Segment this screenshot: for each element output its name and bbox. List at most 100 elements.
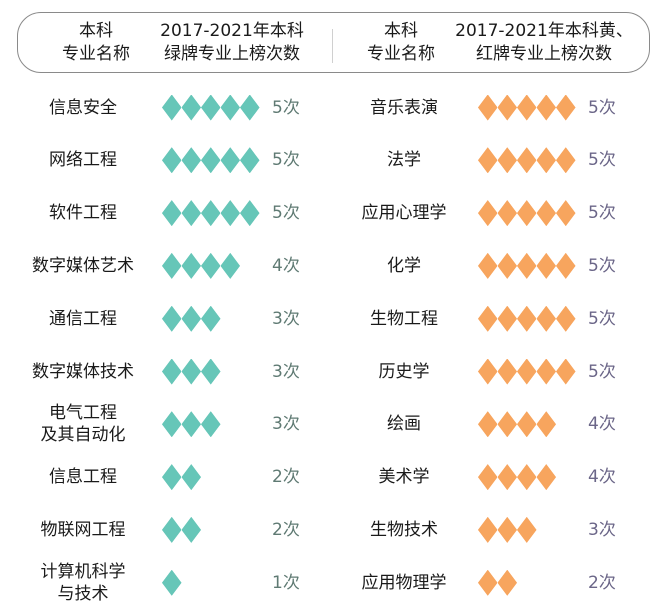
count-label: 3次: [272, 361, 300, 382]
diamond-icon: [517, 94, 537, 121]
count-label: 5次: [272, 150, 300, 171]
count-label: 3次: [272, 308, 300, 329]
header-left-green-count: 2017-2021年本科 绿牌专业上榜次数: [152, 20, 312, 66]
diamond-icon: [497, 147, 517, 174]
diamond-icon: [162, 411, 182, 438]
diamond-rating: [478, 200, 576, 227]
table-row: 应用物理学 2次: [330, 556, 660, 609]
major-name-line: 网络工程: [49, 150, 117, 171]
table-header: 本科 专业名称 2017-2021年本科 绿牌专业上榜次数 本科 专业名称 20…: [17, 12, 650, 73]
count-label: 2次: [272, 519, 300, 540]
diamond-icon: [497, 411, 517, 438]
major-name-line: 电气工程: [49, 403, 117, 424]
diamond-icon: [220, 94, 240, 121]
major-name: 软件工程: [18, 202, 148, 224]
major-name-line: 化学: [387, 255, 421, 276]
major-name: 法学: [344, 149, 464, 171]
diamond-icon: [162, 516, 182, 543]
table-row: 音乐表演 5次: [330, 81, 660, 134]
count-label: 4次: [588, 467, 616, 488]
major-name-line: 应用心理学: [361, 203, 447, 224]
diamond-icon: [181, 305, 201, 332]
diamond-rating: [162, 305, 221, 332]
diamond-icon: [536, 252, 556, 279]
major-name-line: 应用物理学: [361, 572, 447, 593]
header-text: 本科: [384, 21, 418, 41]
diamond-icon: [497, 200, 517, 227]
diamond-icon: [517, 464, 537, 491]
header-text: 专业名称: [367, 44, 435, 64]
diamond-icon: [478, 252, 498, 279]
major-name-line: 信息工程: [49, 467, 117, 488]
diamond-icon: [517, 147, 537, 174]
table-row: 生物技术 3次: [330, 503, 660, 556]
count-label: 2次: [588, 572, 616, 593]
diamond-rating: [162, 358, 221, 385]
diamond-icon: [240, 147, 260, 174]
diamond-icon: [162, 569, 182, 596]
count-label: 5次: [588, 308, 616, 329]
major-name-line: 生物技术: [370, 519, 438, 540]
diamond-icon: [497, 569, 517, 596]
diamond-rating: [478, 94, 576, 121]
diamond-icon: [162, 358, 182, 385]
table-row: 信息安全 5次: [0, 81, 330, 134]
diamond-icon: [497, 305, 517, 332]
diamond-icon: [517, 252, 537, 279]
diamond-icon: [181, 516, 201, 543]
diamond-icon: [478, 411, 498, 438]
table-row: 数字媒体艺术 4次: [0, 239, 330, 292]
diamond-icon: [162, 464, 182, 491]
diamond-icon: [478, 569, 498, 596]
count-label: 5次: [588, 255, 616, 276]
count-label: 5次: [588, 203, 616, 224]
diamond-icon: [536, 464, 556, 491]
table-row: 计算机科学 与技术 1次: [0, 556, 330, 609]
major-name: 通信工程: [18, 308, 148, 330]
diamond-icon: [497, 464, 517, 491]
header-text: 绿牌专业上榜次数: [164, 44, 300, 64]
diamond-icon: [181, 94, 201, 121]
major-name-line: 绘画: [387, 414, 421, 435]
major-name: 信息工程: [18, 466, 148, 488]
diamond-rating: [478, 358, 576, 385]
diamond-icon: [240, 200, 260, 227]
diamond-icon: [478, 464, 498, 491]
table-row: 物联网工程 2次: [0, 503, 330, 556]
diamond-icon: [162, 305, 182, 332]
diamond-icon: [497, 252, 517, 279]
diamond-icon: [497, 358, 517, 385]
major-name-line: 音乐表演: [370, 97, 438, 118]
diamond-icon: [181, 252, 201, 279]
major-name: 美术学: [344, 466, 464, 488]
major-name-line: 计算机科学: [40, 561, 126, 582]
diamond-rating: [162, 516, 201, 543]
diamond-rating: [162, 147, 260, 174]
major-name-line: 与技术: [57, 583, 109, 604]
diamond-rating: [162, 252, 240, 279]
diamond-icon: [220, 200, 240, 227]
diamond-rating: [162, 200, 260, 227]
major-name: 信息安全: [18, 97, 148, 119]
diamond-icon: [556, 94, 576, 121]
diamond-icon: [556, 305, 576, 332]
major-name: 应用物理学: [344, 572, 464, 594]
table-row: 网络工程 5次: [0, 134, 330, 187]
major-name: 计算机科学 与技术: [18, 561, 148, 605]
diamond-rating: [478, 516, 537, 543]
major-name-line: 生物工程: [370, 308, 438, 329]
diamond-rating: [478, 252, 576, 279]
count-label: 4次: [272, 255, 300, 276]
diamond-icon: [201, 147, 221, 174]
diamond-icon: [478, 147, 498, 174]
major-name-line: 软件工程: [49, 203, 117, 224]
diamond-icon: [162, 252, 182, 279]
diamond-rating: [478, 569, 517, 596]
diamond-icon: [181, 411, 201, 438]
header-text: 专业名称: [62, 44, 130, 64]
major-name-line: 法学: [387, 150, 421, 171]
major-name-line: 物联网工程: [40, 519, 126, 540]
count-label: 2次: [272, 467, 300, 488]
diamond-icon: [478, 305, 498, 332]
diamond-icon: [220, 147, 240, 174]
